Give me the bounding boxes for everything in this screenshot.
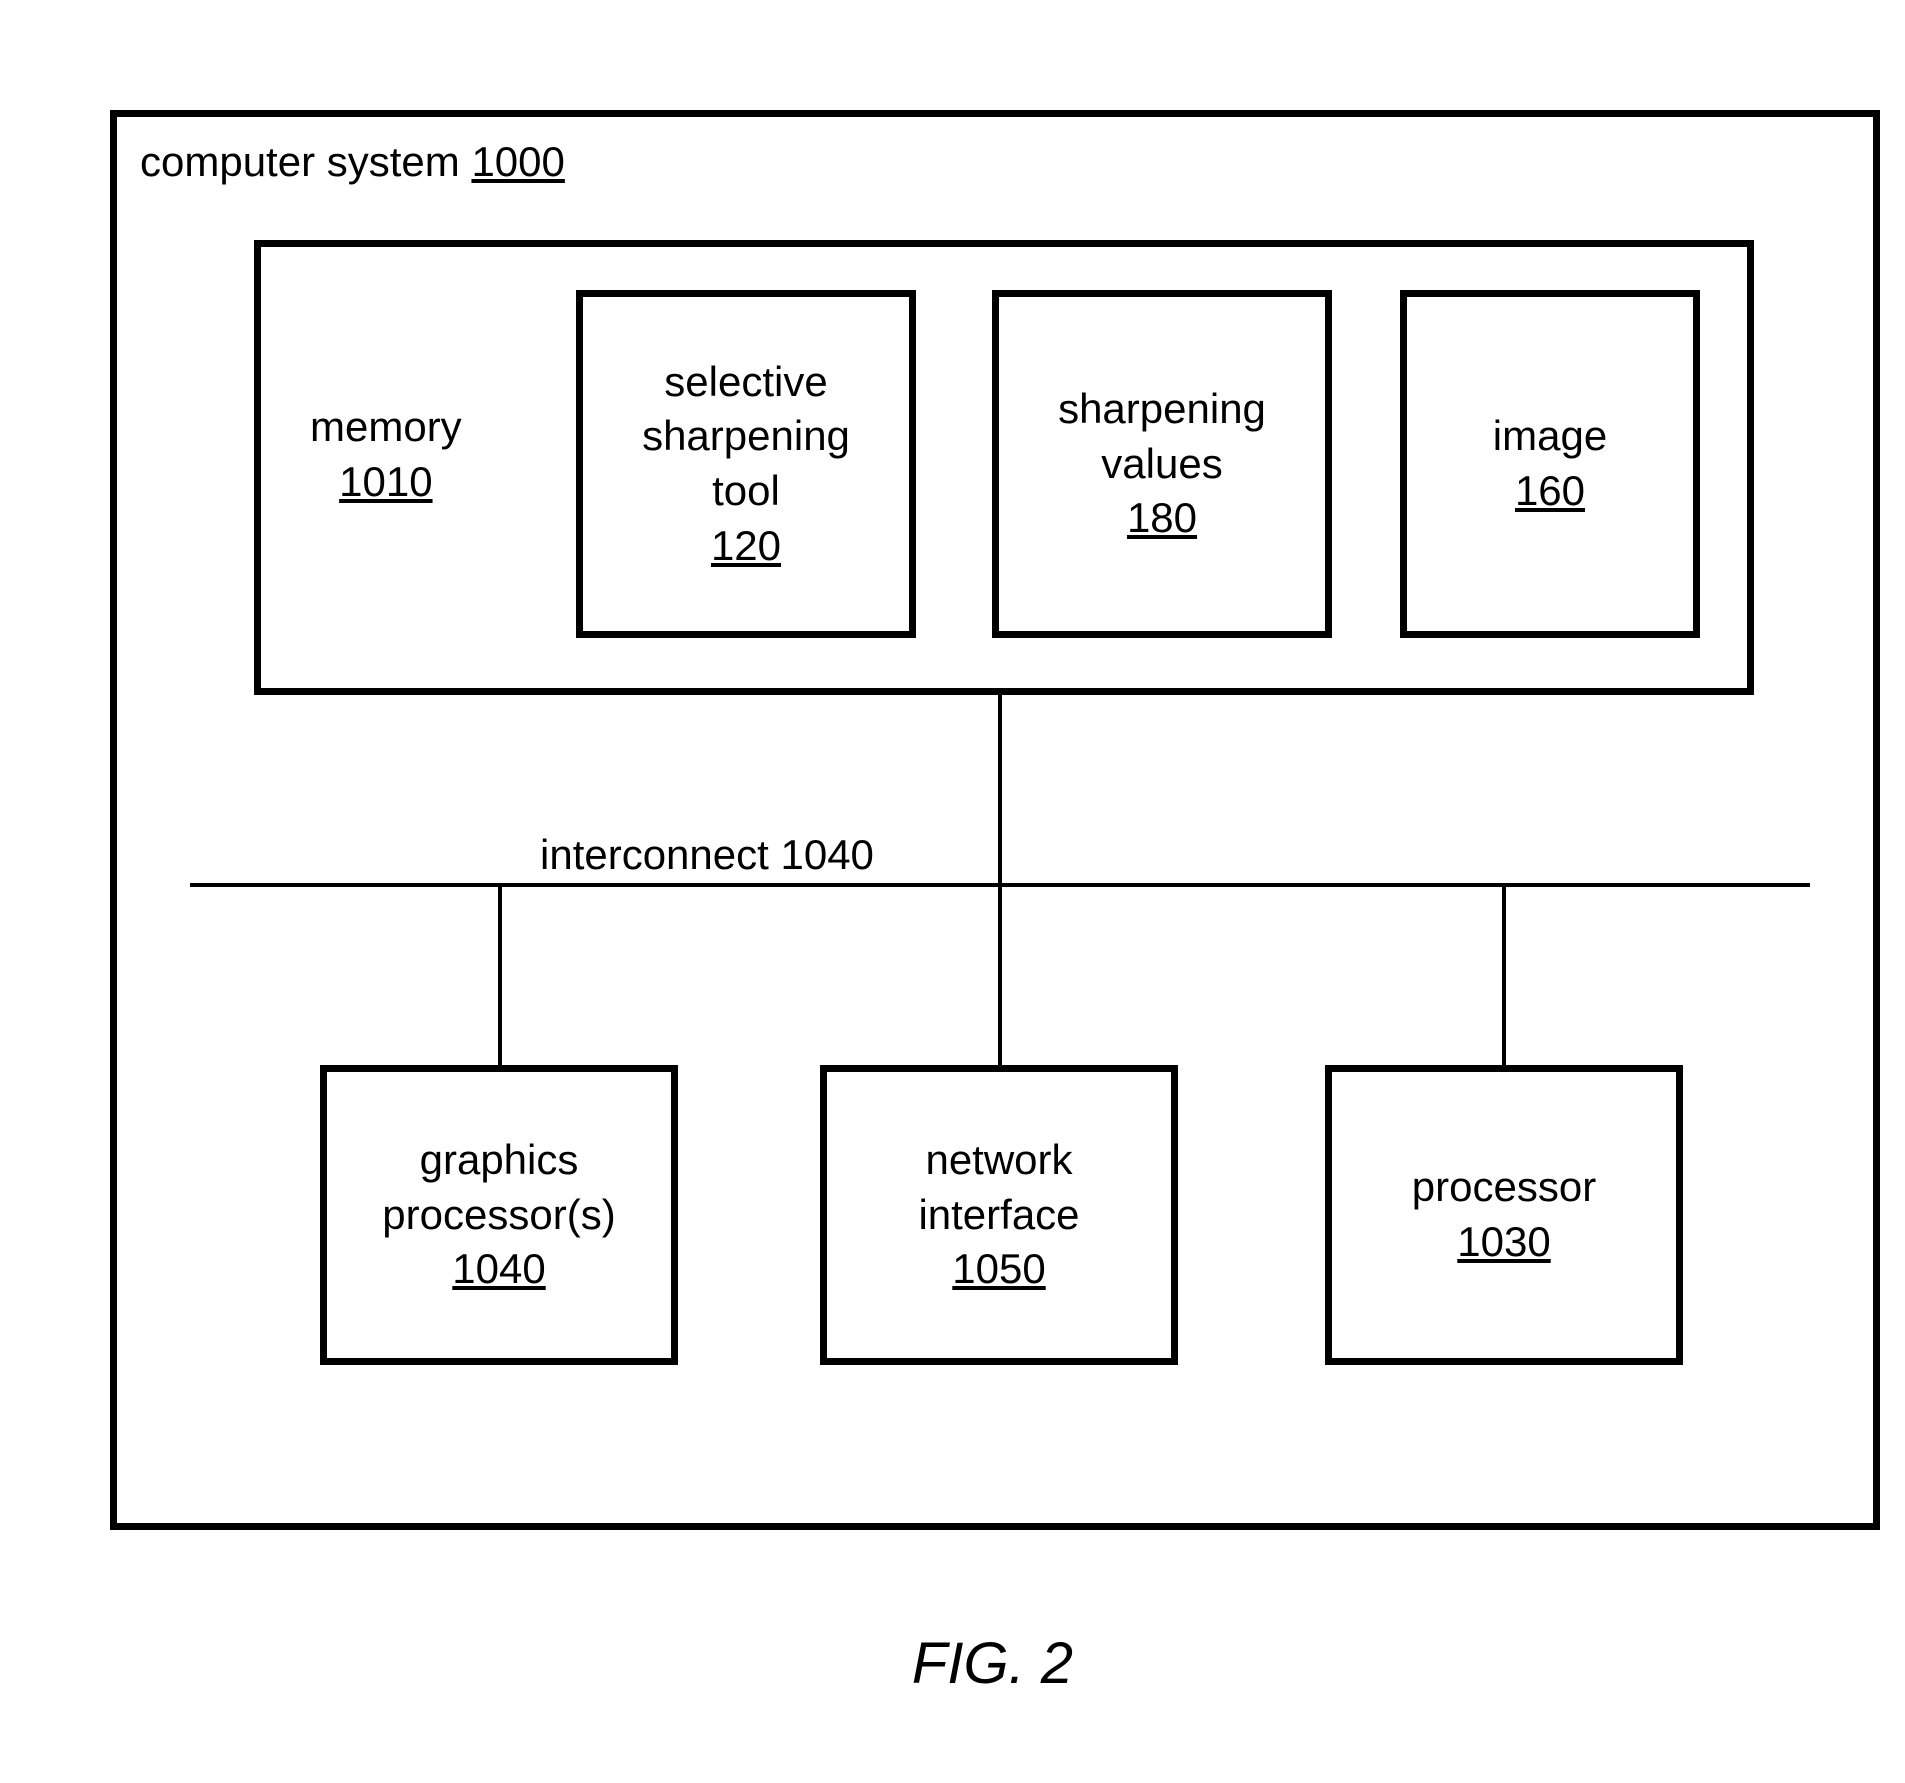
network-line1: network [925, 1133, 1072, 1188]
connector-bus-to-network [998, 883, 1002, 1065]
network-line2: interface [918, 1188, 1079, 1243]
memory-text: memory [310, 400, 462, 455]
network-interface-label: network interface 1050 [820, 1065, 1178, 1365]
interconnect-label: interconnect 1040 [540, 828, 874, 883]
sharpening-values-line1: sharpening [1058, 382, 1266, 437]
processor-label: processor 1030 [1325, 1065, 1683, 1365]
sharpening-tool-line3: tool [712, 464, 780, 519]
connector-bus-to-graphics [498, 883, 502, 1065]
image-text: image [1493, 409, 1607, 464]
memory-label: memory 1010 [310, 400, 462, 509]
sharpening-values-label: sharpening values 180 [992, 290, 1332, 638]
connector-bus-to-processor [1502, 883, 1506, 1065]
graphics-processor-label: graphics processor(s) 1040 [320, 1065, 678, 1365]
image-num: 160 [1515, 464, 1585, 519]
graphics-num: 1040 [452, 1242, 545, 1297]
interconnect-text: interconnect 1040 [540, 828, 874, 883]
sharpening-values-line2: values [1101, 437, 1222, 492]
outer-system-label: computer system 1000 [140, 135, 565, 190]
diagram-canvas: computer system 1000 memory 1010 selecti… [40, 40, 1905, 1743]
memory-num: 1010 [339, 455, 432, 510]
sharpening-values-num: 180 [1127, 491, 1197, 546]
graphics-line2: processor(s) [382, 1188, 615, 1243]
outer-system-text: computer system [140, 135, 460, 190]
sharpening-tool-line2: sharpening [642, 409, 850, 464]
sharpening-tool-num: 120 [711, 519, 781, 574]
sharpening-tool-line1: selective [664, 355, 827, 410]
network-num: 1050 [952, 1242, 1045, 1297]
figure-caption: FIG. 2 [40, 1630, 1905, 1697]
sharpening-tool-label: selective sharpening tool 120 [576, 290, 916, 638]
outer-system-num: 1000 [471, 135, 564, 190]
connector-memory-to-bus [998, 695, 1002, 883]
image-label: image 160 [1400, 290, 1700, 638]
processor-num: 1030 [1457, 1215, 1550, 1270]
processor-text: processor [1412, 1160, 1596, 1215]
graphics-line1: graphics [420, 1133, 579, 1188]
